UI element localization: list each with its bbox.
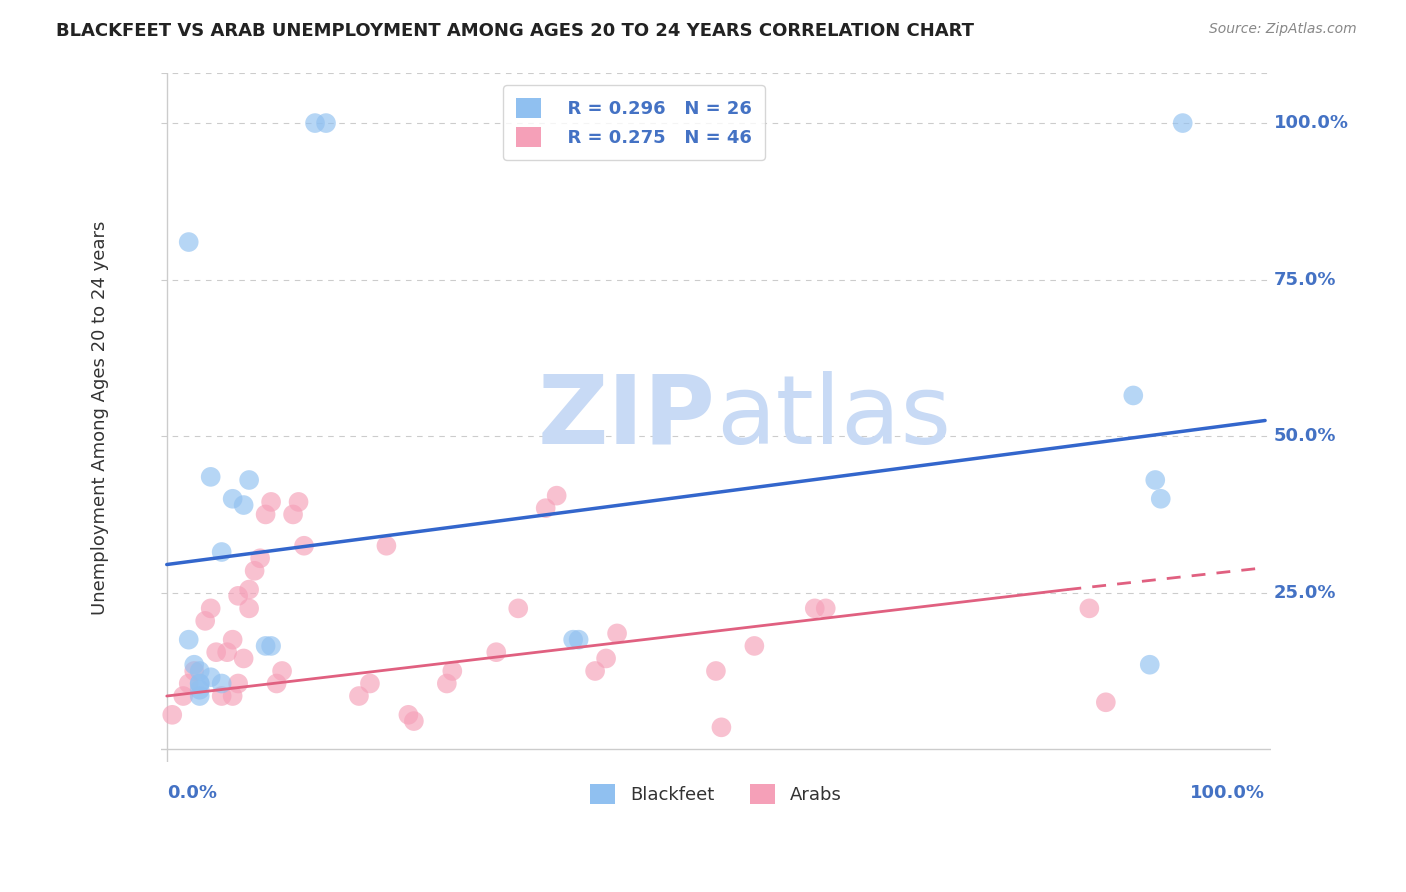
Point	[200, 670, 222, 684]
Point	[221, 689, 243, 703]
Text: 100.0%: 100.0%	[1189, 784, 1265, 802]
Legend: Blackfeet, Arabs: Blackfeet, Arabs	[579, 773, 852, 814]
Point	[485, 645, 508, 659]
Point	[1171, 116, 1194, 130]
Point	[347, 689, 370, 703]
Point	[1078, 601, 1101, 615]
Point	[162, 707, 184, 722]
Point	[183, 657, 205, 672]
Text: 50.0%: 50.0%	[1274, 427, 1336, 445]
Point	[546, 489, 568, 503]
Point	[260, 495, 283, 509]
Point	[281, 508, 304, 522]
Point	[1139, 657, 1161, 672]
Point	[232, 651, 254, 665]
Point	[287, 495, 309, 509]
Point	[205, 645, 228, 659]
Point	[238, 582, 260, 597]
Point	[238, 601, 260, 615]
Point	[188, 689, 211, 703]
Point	[243, 564, 266, 578]
Text: Source: ZipAtlas.com: Source: ZipAtlas.com	[1209, 22, 1357, 37]
Point	[177, 632, 200, 647]
Text: 75.0%: 75.0%	[1274, 270, 1336, 289]
Point	[606, 626, 628, 640]
Point	[568, 632, 591, 647]
Text: ZIP: ZIP	[538, 371, 716, 464]
Point	[534, 501, 557, 516]
Point	[232, 498, 254, 512]
Point	[595, 651, 617, 665]
Point	[249, 551, 271, 566]
Point	[221, 632, 243, 647]
Point	[292, 539, 315, 553]
Point	[183, 664, 205, 678]
Point	[583, 664, 606, 678]
Point	[1144, 473, 1167, 487]
Point	[375, 539, 398, 553]
Point	[226, 589, 249, 603]
Point	[508, 601, 530, 615]
Point	[814, 601, 837, 615]
Point	[271, 664, 294, 678]
Point	[177, 235, 200, 249]
Point	[238, 473, 260, 487]
Point	[188, 676, 211, 690]
Point	[803, 601, 825, 615]
Point	[710, 720, 733, 734]
Point	[188, 682, 211, 697]
Text: 0.0%: 0.0%	[167, 784, 217, 802]
Point	[188, 664, 211, 678]
Point	[744, 639, 766, 653]
Point	[172, 689, 194, 703]
Point	[315, 116, 337, 130]
Text: BLACKFEET VS ARAB UNEMPLOYMENT AMONG AGES 20 TO 24 YEARS CORRELATION CHART: BLACKFEET VS ARAB UNEMPLOYMENT AMONG AGE…	[56, 22, 974, 40]
Point	[436, 676, 458, 690]
Text: 100.0%: 100.0%	[1274, 114, 1348, 132]
Point	[200, 601, 222, 615]
Point	[266, 676, 288, 690]
Point	[177, 676, 200, 690]
Point	[359, 676, 381, 690]
Point	[194, 614, 217, 628]
Point	[211, 676, 233, 690]
Point	[396, 707, 419, 722]
Point	[254, 508, 277, 522]
Point	[254, 639, 277, 653]
Point	[562, 632, 585, 647]
Text: Unemployment Among Ages 20 to 24 years: Unemployment Among Ages 20 to 24 years	[91, 220, 110, 615]
Point	[188, 676, 211, 690]
Text: 25.0%: 25.0%	[1274, 583, 1336, 602]
Point	[200, 470, 222, 484]
Text: atlas: atlas	[716, 371, 950, 464]
Point	[304, 116, 326, 130]
Point	[226, 676, 249, 690]
Point	[217, 645, 239, 659]
Point	[260, 639, 283, 653]
Point	[211, 545, 233, 559]
Point	[1122, 388, 1144, 402]
Point	[221, 491, 243, 506]
Point	[441, 664, 464, 678]
Point	[1095, 695, 1118, 709]
Point	[211, 689, 233, 703]
Point	[402, 714, 425, 728]
Point	[1150, 491, 1173, 506]
Point	[704, 664, 727, 678]
